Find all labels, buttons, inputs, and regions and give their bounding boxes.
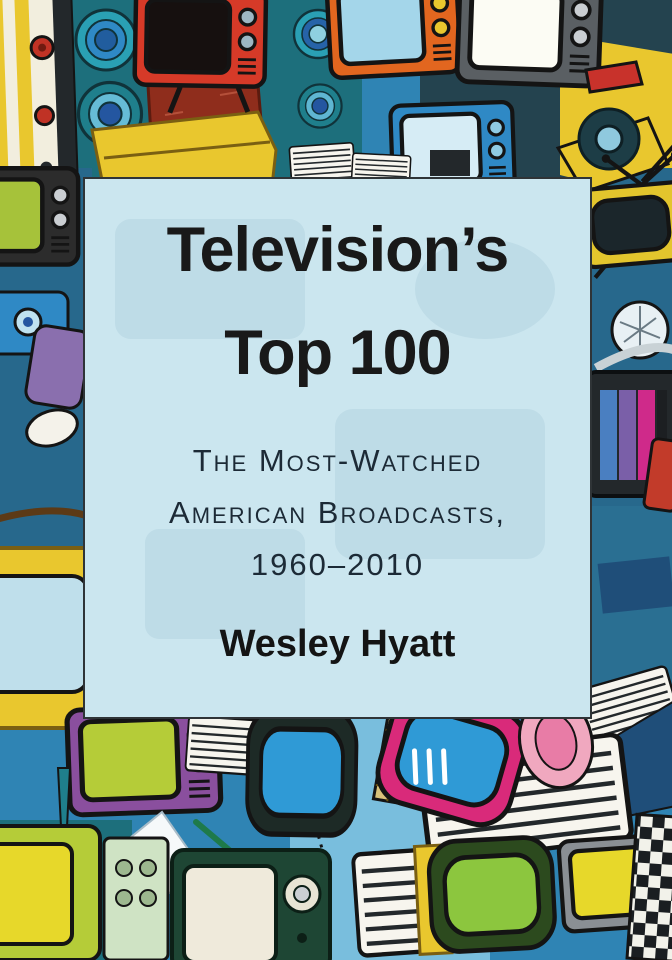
subtitle-line-3: 1960–2010 (250, 547, 425, 583)
subtitle-line-2: American Broadcasts, (169, 495, 506, 531)
subtitle-line-1: The Most-Watched (192, 443, 483, 478)
top-right-gadgets (555, 60, 671, 194)
control-panel-green (102, 836, 170, 960)
chrome-trim (593, 343, 672, 372)
subtitle: The Most-Watched American Broadcasts, 19… (169, 435, 506, 591)
tv-pink-icon (370, 684, 533, 832)
tv-red-icon (134, 0, 266, 114)
tv-yellow-left-icon (0, 546, 102, 730)
tv-gray-icon (457, 0, 602, 86)
tv-orange-icon (326, 0, 461, 78)
tv-lime-icon (0, 824, 102, 960)
tv-yellow-antenna-icon (571, 101, 672, 278)
tv-dark-lime-icon (0, 168, 78, 264)
right-lower-patches (592, 437, 672, 696)
author-name: Wesley Hyatt (219, 623, 456, 666)
tv-darkgreen-cream-icon (170, 848, 332, 960)
tv-greenscreen-icon (412, 836, 556, 956)
gadget-strip (288, 141, 470, 192)
pink-blob-tv (518, 694, 594, 790)
title-line-1: Television’s (166, 215, 510, 285)
tv-darkframe-blue-icon (247, 709, 357, 835)
title-panel: Television’s Top 100 The Most-Watched Am… (83, 177, 592, 719)
title-line-2: Top 100 (224, 318, 451, 388)
left-gadgets (0, 290, 92, 523)
